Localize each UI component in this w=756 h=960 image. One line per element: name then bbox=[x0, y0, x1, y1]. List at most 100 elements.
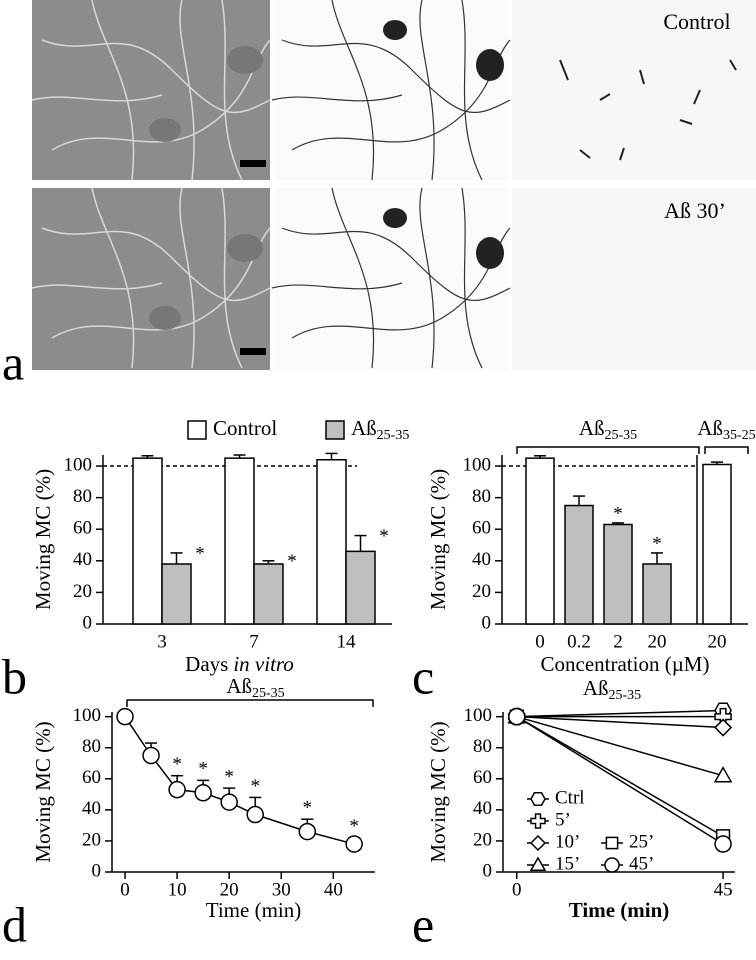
marker bbox=[529, 856, 547, 871]
significance-marker: * bbox=[349, 816, 359, 837]
significance-marker: * bbox=[250, 776, 260, 797]
significance-marker: * bbox=[613, 503, 623, 524]
x-tick-label: 40 bbox=[324, 879, 343, 900]
group-label-sub: 25-35 bbox=[605, 428, 638, 443]
marker bbox=[714, 835, 732, 853]
legend-label: Aß25-35 bbox=[351, 416, 409, 443]
marker bbox=[530, 813, 546, 829]
annotation-main: Aß bbox=[226, 674, 252, 698]
marker bbox=[116, 707, 134, 726]
y-tick-label: 80 bbox=[82, 736, 101, 757]
y-tick-label: 40 bbox=[82, 798, 101, 819]
y-tick-label: 80 bbox=[472, 486, 491, 507]
y-tick-label: 80 bbox=[73, 486, 92, 507]
significance-marker: * bbox=[303, 798, 313, 819]
bar bbox=[132, 457, 163, 625]
bar bbox=[345, 550, 376, 625]
cell-body bbox=[476, 49, 504, 81]
y-tick-label: 80 bbox=[473, 736, 492, 757]
bar bbox=[161, 563, 192, 625]
marker bbox=[298, 822, 317, 841]
x-axis-label: Time (min) bbox=[569, 898, 670, 922]
bar bbox=[253, 563, 284, 625]
y-tick-label: 60 bbox=[73, 518, 92, 539]
y-axis-label: Moving MC (%) bbox=[426, 469, 450, 610]
bar bbox=[702, 463, 732, 625]
marker bbox=[246, 805, 264, 824]
x-tick-label: 10 bbox=[168, 879, 187, 900]
x-axis-label: Concentration (µM) bbox=[541, 652, 710, 676]
marker bbox=[508, 707, 526, 726]
group-label: Aß25-35 bbox=[579, 416, 637, 443]
y-tick-label: 0 bbox=[483, 860, 493, 881]
cell-body bbox=[149, 306, 181, 330]
annotation: Aß25-35 bbox=[583, 676, 641, 703]
bar bbox=[316, 458, 347, 625]
legend-label: 15’ bbox=[555, 853, 580, 874]
x-tick-label: 30 bbox=[272, 879, 291, 900]
y-tick-label: 20 bbox=[82, 829, 101, 850]
series-line bbox=[516, 715, 724, 777]
legend-label: Ctrl bbox=[555, 787, 585, 808]
x-axis-label-main: Days bbox=[185, 652, 228, 676]
y-tick-label: 0 bbox=[92, 860, 102, 881]
y-tick-label: 20 bbox=[473, 829, 492, 850]
mc-image bbox=[512, 188, 756, 370]
group-bracket bbox=[704, 446, 749, 454]
cell-body bbox=[383, 20, 407, 40]
series-line bbox=[516, 715, 724, 729]
panel-letter: c bbox=[412, 648, 434, 704]
series-line bbox=[516, 716, 724, 845]
significance-marker: * bbox=[195, 543, 205, 564]
legend-label: 5’ bbox=[555, 809, 571, 830]
x-axis-label: Time (min) bbox=[206, 898, 301, 922]
bar bbox=[224, 457, 255, 625]
y-tick-label: 40 bbox=[73, 549, 92, 570]
bar bbox=[603, 523, 633, 625]
bar bbox=[642, 563, 672, 625]
cell-body bbox=[383, 208, 407, 228]
y-tick-label: 0 bbox=[482, 612, 492, 633]
panel-letter: b bbox=[2, 648, 27, 704]
significance-marker: * bbox=[172, 754, 182, 775]
significance-marker: * bbox=[652, 533, 662, 554]
cell-body bbox=[227, 46, 263, 74]
x-tick-label: 20 bbox=[220, 879, 239, 900]
annotation-sub: 25-35 bbox=[609, 688, 642, 703]
marker bbox=[220, 793, 238, 811]
condition-label: Aß 30’ bbox=[664, 198, 726, 223]
x-tick-label: 2 bbox=[613, 631, 623, 652]
group-label: Aß35-25 bbox=[697, 416, 755, 443]
y-axis-label: Moving MC (%) bbox=[31, 721, 55, 862]
bar bbox=[564, 504, 594, 625]
y-tick-label: 20 bbox=[472, 581, 491, 602]
group-bracket bbox=[516, 446, 700, 454]
y-tick-label: 40 bbox=[473, 798, 492, 819]
annotation-main: Aß bbox=[583, 676, 609, 700]
x-tick-label: 14 bbox=[337, 631, 357, 652]
x-tick-label: 0 bbox=[120, 879, 130, 900]
group-label-main: Aß bbox=[579, 416, 605, 440]
series-line bbox=[516, 709, 724, 718]
annotation-bracket bbox=[126, 699, 374, 707]
y-tick-label: 100 bbox=[463, 454, 492, 475]
y-tick-label: 60 bbox=[82, 767, 101, 788]
marker bbox=[194, 784, 212, 802]
x-tick-label: 45 bbox=[714, 879, 733, 900]
significance-marker: * bbox=[198, 759, 208, 780]
legend-label-main: Control bbox=[213, 416, 277, 440]
y-tick-label: 60 bbox=[472, 518, 491, 539]
legend-label-main: Aß bbox=[351, 416, 377, 440]
y-tick-label: 40 bbox=[472, 549, 491, 570]
group-label-sub: 35-25 bbox=[723, 428, 756, 443]
marker bbox=[713, 766, 733, 783]
panel-letter: e bbox=[412, 896, 434, 952]
panel-letter: d bbox=[2, 896, 27, 952]
legend-label: 25’ bbox=[629, 831, 654, 852]
significance-marker: * bbox=[379, 526, 389, 547]
dic-image bbox=[32, 188, 270, 370]
marker bbox=[604, 857, 620, 873]
y-tick-label: 100 bbox=[73, 705, 102, 726]
panel-letter: a bbox=[2, 334, 24, 390]
